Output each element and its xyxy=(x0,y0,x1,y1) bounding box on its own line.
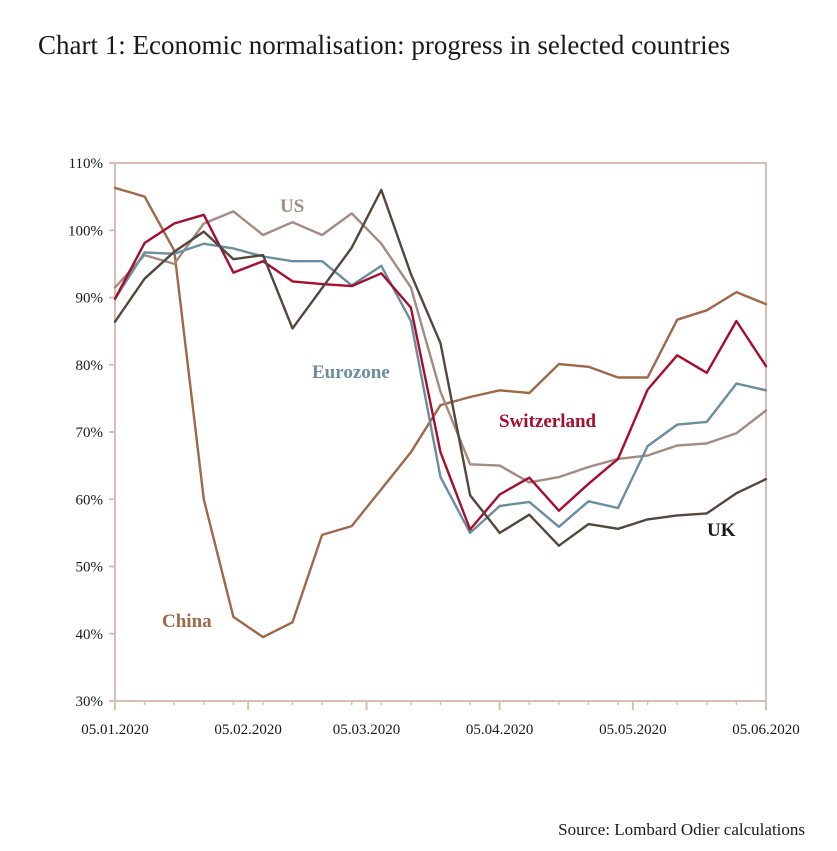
y-tick-label: 80% xyxy=(76,358,104,374)
y-tick-label: 30% xyxy=(76,694,104,710)
y-axis-ticks: 110% 100% 90% 80% 70% 60% 50% 40% 30% xyxy=(68,156,115,710)
x-tick-label: 05.02.2020 xyxy=(214,722,282,738)
y-tick-label: 40% xyxy=(76,627,104,643)
y-tick-label: 110% xyxy=(69,156,103,172)
series-line-uk xyxy=(113,188,768,547)
x-tick-label: 05.06.2020 xyxy=(732,722,800,738)
y-tick-label: 100% xyxy=(68,223,103,239)
series-lines xyxy=(113,186,768,639)
series-line-china xyxy=(113,186,768,639)
x-tick-label: 05.04.2020 xyxy=(466,722,534,738)
series-line-switzerland xyxy=(113,213,768,531)
y-tick-label: 90% xyxy=(76,291,104,307)
y-tick-label: 50% xyxy=(76,560,104,576)
x-tick-label: 05.03.2020 xyxy=(333,722,401,738)
chart-title: Chart 1: Economic normalisation: progres… xyxy=(38,30,731,60)
y-tick-label: 70% xyxy=(76,425,104,441)
series-labels: US Eurozone Switzerland UK China xyxy=(162,196,736,632)
series-label-uk: UK xyxy=(707,520,736,541)
y-tick-label: 60% xyxy=(76,492,104,508)
series-label-us: US xyxy=(280,196,304,217)
series-line-us xyxy=(113,210,768,484)
series-label-eurozone: Eurozone xyxy=(312,362,390,383)
series-label-china: China xyxy=(162,611,212,632)
series-line-eurozone xyxy=(113,242,768,535)
source-note: Source: Lombard Odier calculations xyxy=(558,820,805,839)
x-tick-label: 05.05.2020 xyxy=(599,722,667,738)
x-tick-label: 05.01.2020 xyxy=(81,722,149,738)
x-axis-ticks: 05.01.2020 05.02.2020 05.03.2020 05.04.2020… xyxy=(81,701,800,738)
series-label-switzerland: Switzerland xyxy=(499,411,597,432)
